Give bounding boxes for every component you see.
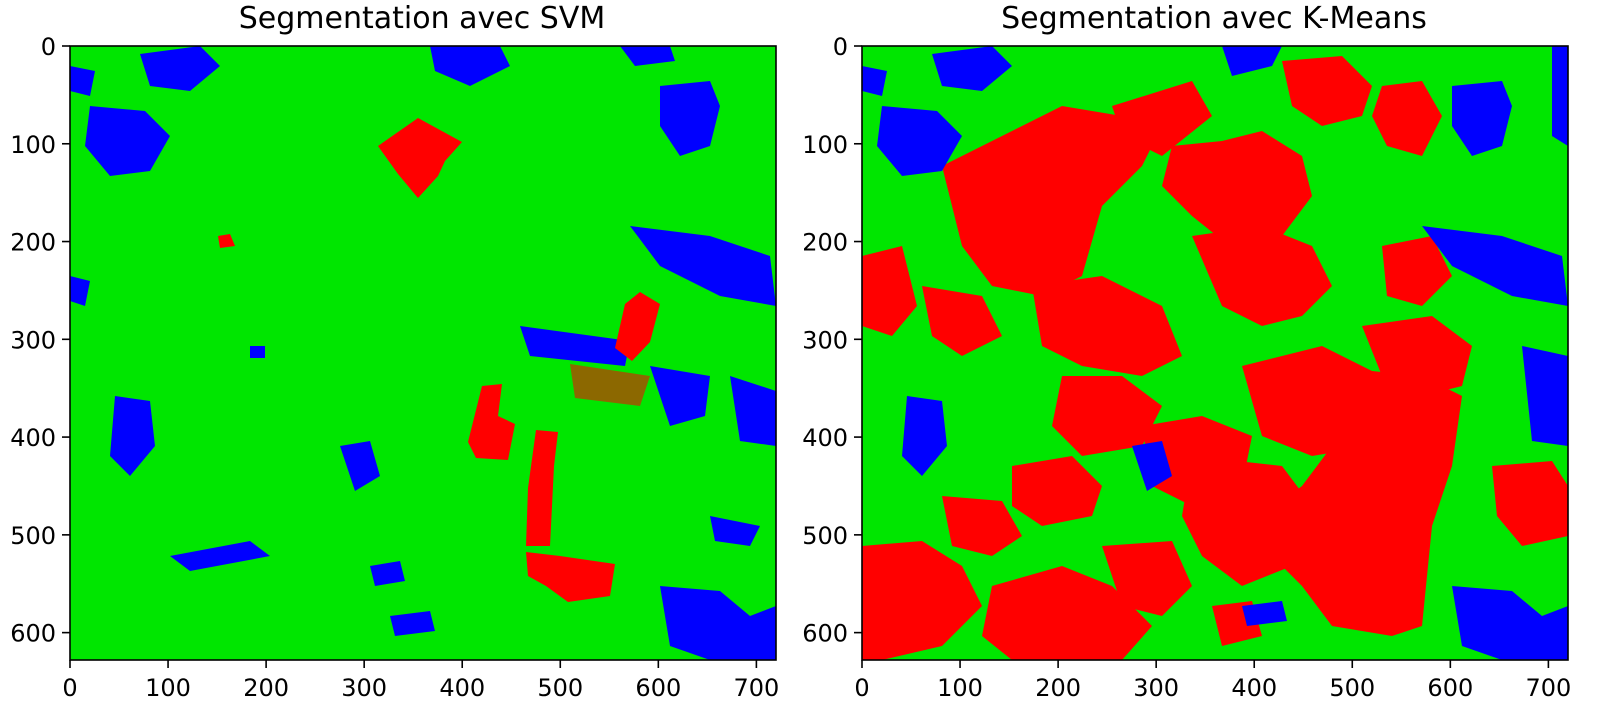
svm-y-tick-label: 300 [10,326,56,354]
kmeans-y-tick-label: 200 [802,229,848,257]
kmeans-title: Segmentation avec K-Means [1001,1,1427,36]
svm-y-tick-label: 600 [10,620,56,648]
kmeans-panel: Segmentation avec K-Means [802,1,1571,702]
svm-x-tick-label: 200 [243,674,289,702]
svm-x-tick-label: 0 [62,674,77,702]
svm-y-tick-label: 0 [41,33,56,61]
svm-y-ticks: 0 100 200 300 400 500 600 [10,33,70,648]
svm-y-tick-label: 500 [10,522,56,550]
svm-y-tick-label: 200 [10,229,56,257]
svm-red-regions [218,118,660,602]
kmeans-y-tick-label: 0 [833,33,848,61]
kmeans-x-tick-label: 500 [1329,674,1375,702]
kmeans-y-ticks: 0 100 200 300 400 500 600 [802,33,862,648]
svm-segmentation-image [70,46,776,660]
kmeans-y-tick-label: 300 [802,326,848,354]
kmeans-y-tick-label: 500 [802,522,848,550]
svm-title: Segmentation avec SVM [239,1,605,36]
svm-x-ticks: 0 100 200 300 400 500 600 700 [62,660,779,702]
kmeans-y-tick-label: 400 [802,424,848,452]
kmeans-blue-regions [862,46,1568,660]
svm-y-tick-label: 100 [10,131,56,159]
kmeans-segmentation-image [862,46,1568,660]
svm-panel: Segmentation avec SVM [10,1,779,702]
kmeans-x-ticks: 0 100 200 300 400 500 600 700 [854,660,1571,702]
kmeans-x-tick-label: 0 [854,674,869,702]
kmeans-x-tick-label: 100 [937,674,983,702]
svm-x-tick-label: 500 [537,674,583,702]
kmeans-y-tick-label: 600 [802,620,848,648]
kmeans-x-tick-label: 400 [1231,674,1277,702]
svm-axes-frame [69,45,777,661]
svm-x-tick-label: 300 [341,674,387,702]
kmeans-x-tick-label: 600 [1427,674,1473,702]
svm-x-tick-label: 600 [635,674,681,702]
kmeans-x-tick-label: 200 [1035,674,1081,702]
svm-blue-regions [70,46,776,660]
svm-y-tick-label: 400 [10,424,56,452]
kmeans-x-tick-label: 300 [1133,674,1179,702]
svm-x-tick-label: 400 [439,674,485,702]
kmeans-x-tick-label: 700 [1525,674,1571,702]
svm-x-tick-label: 700 [733,674,779,702]
kmeans-axes-frame [861,45,1569,661]
svm-x-tick-label: 100 [145,674,191,702]
kmeans-y-tick-label: 100 [802,131,848,159]
kmeans-red-regions [862,56,1568,660]
